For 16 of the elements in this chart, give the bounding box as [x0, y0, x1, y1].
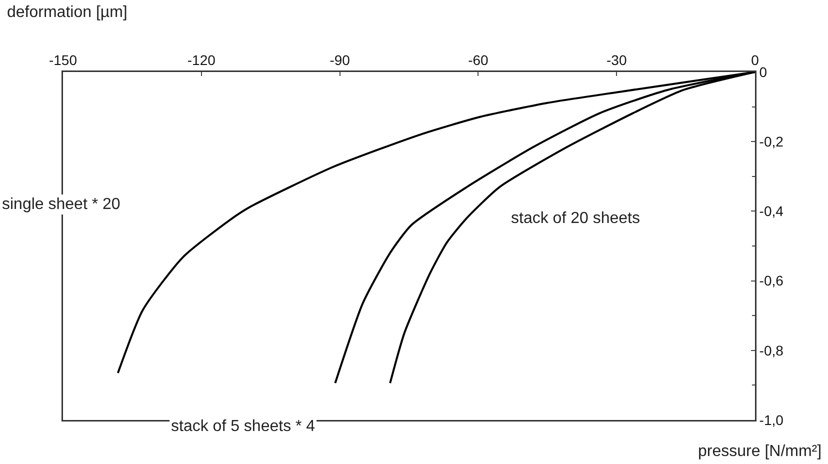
x-tick-label: -90	[330, 52, 350, 68]
y-tick-label: -1,0	[759, 412, 784, 428]
x-tick-label: -150	[48, 52, 78, 68]
annotation: stack of 5 sheets * 4	[171, 418, 316, 435]
y-tick-label: -0,4	[759, 203, 784, 220]
x-tick-label: -60	[468, 52, 489, 68]
x-axis-title: deformation [µm]	[7, 4, 128, 21]
y-tick-label: 0	[759, 64, 768, 80]
y-tick-label: -0,2	[759, 134, 784, 150]
y-tick-label: -0,6	[759, 272, 784, 289]
annotation: stack of 20 sheets	[511, 210, 640, 227]
y-axis-title: pressure [N/mm²]	[698, 443, 822, 460]
annotation: single sheet * 20	[2, 196, 120, 213]
x-tick-label: -120	[187, 52, 216, 68]
x-tick-label: -30	[606, 52, 627, 68]
y-tick-label: -0,8	[759, 342, 784, 358]
